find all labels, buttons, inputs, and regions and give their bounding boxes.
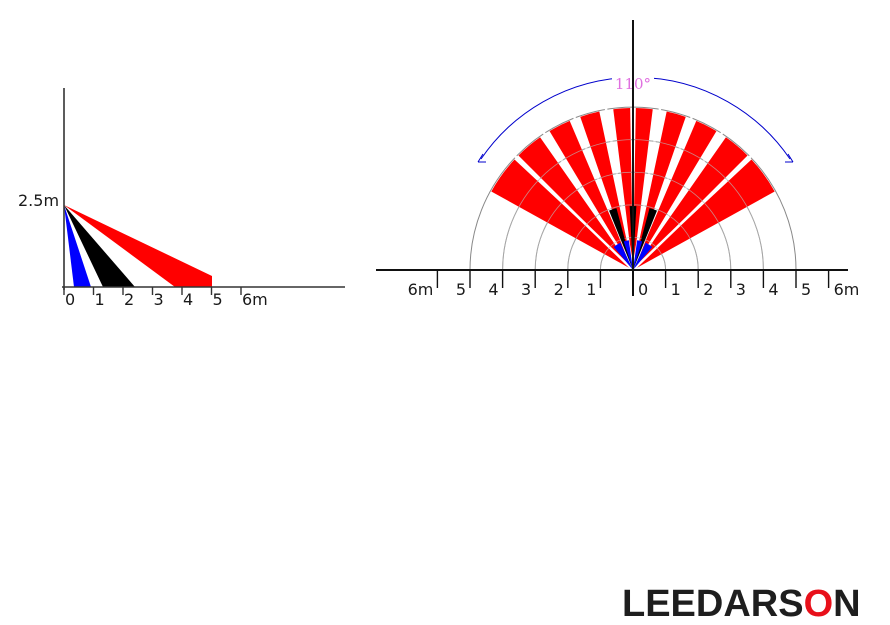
mid-range-beam: [633, 208, 657, 270]
side-distance-ticks: 0 1 2 3 4 5 6m: [63, 287, 268, 309]
long-range-beam: [613, 108, 633, 270]
angle-arc-end-left: [477, 153, 486, 163]
top-right-tick-label: 2: [703, 280, 713, 299]
side-zone-short: [64, 205, 91, 287]
top-right-tick-label: 3: [736, 280, 746, 299]
long-range-beam: [549, 120, 633, 271]
angle-arc-end-right: [785, 153, 794, 163]
long-range-beam: [633, 159, 775, 270]
side-tick-label: 2: [124, 290, 134, 309]
short-range-beam: [633, 240, 643, 270]
top-right-tick-label: 1: [671, 280, 681, 299]
top-left-tick-label: 3: [521, 280, 531, 299]
short-range-beam: [633, 242, 653, 270]
top-left-tick-label: 2: [554, 280, 564, 299]
short-range-beam: [613, 242, 633, 270]
top-right-tick-label: 6m: [834, 280, 860, 299]
side-zone-mid: [64, 205, 135, 287]
side-view: 2.5m 0 1 2 3 4 5 6m: [18, 88, 345, 309]
logo-prefix: LEEDARS: [622, 583, 804, 625]
side-tick-label: 6m: [242, 290, 268, 309]
beam-separator: [632, 155, 752, 271]
long-range-beam: [491, 159, 633, 270]
logo-suffix: N: [833, 583, 861, 625]
top-right-tick-label: 5: [801, 280, 811, 299]
logo-accent-letter: O: [803, 583, 834, 625]
long-range-beam: [518, 137, 633, 270]
side-tick-label: 3: [154, 290, 164, 309]
side-tick-label: 5: [213, 290, 223, 309]
top-distance-ticks: 6m 5 4 3 2 1 0 1 2 3 4 5 6m: [408, 270, 860, 299]
top-right-tick-label: 0: [638, 280, 648, 299]
top-left-tick-label: 6m: [408, 280, 434, 299]
height-label: 2.5m: [18, 191, 59, 210]
long-range-beam: [633, 108, 653, 270]
top-left-tick-label: 1: [586, 280, 596, 299]
side-tick-label: 0: [65, 290, 75, 309]
short-range-beam: [623, 240, 633, 270]
side-zone-long: [64, 205, 212, 287]
side-tick-label: 4: [183, 290, 193, 309]
top-left-tick-label: 5: [456, 280, 466, 299]
mid-range-beam: [609, 208, 633, 270]
side-tick-label: 1: [95, 290, 105, 309]
long-range-beam: [633, 120, 717, 271]
leedarson-logo: LEEDARSON: [622, 585, 861, 623]
beam-separator: [514, 155, 634, 271]
top-left-tick-label: 4: [488, 280, 498, 299]
detection-wedges: [491, 108, 775, 271]
top-view: 110° 6m 5 4 3 2 1 0 1 2 3 4 5 6m: [376, 20, 859, 299]
long-range-beam: [633, 137, 748, 270]
top-right-tick-label: 4: [768, 280, 778, 299]
